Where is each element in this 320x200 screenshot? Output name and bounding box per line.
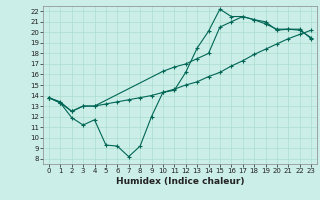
X-axis label: Humidex (Indice chaleur): Humidex (Indice chaleur) bbox=[116, 177, 244, 186]
